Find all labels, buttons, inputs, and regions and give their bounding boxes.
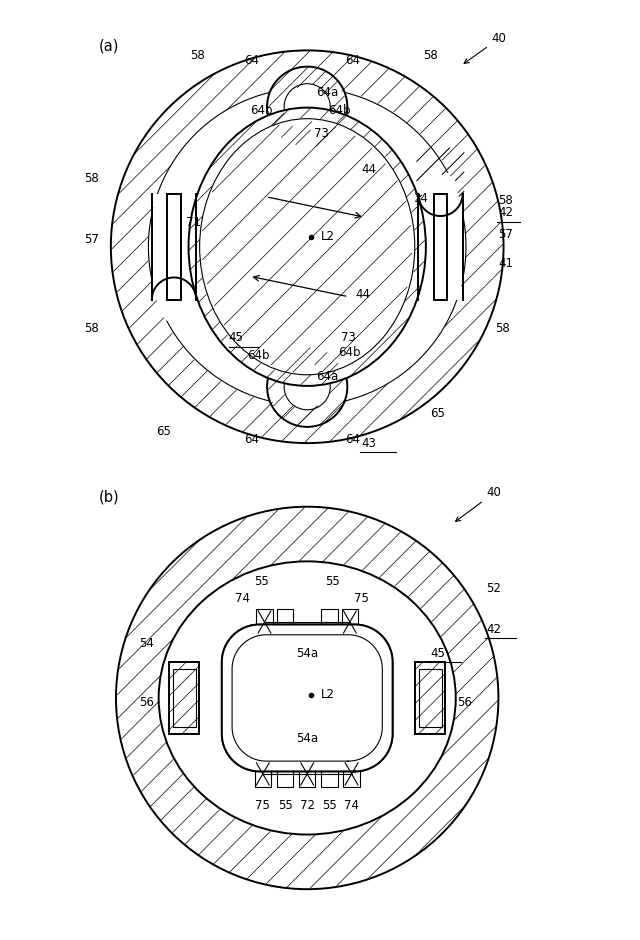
Bar — [173, 669, 196, 727]
Bar — [255, 761, 271, 787]
Text: 74: 74 — [235, 592, 250, 605]
Text: 55: 55 — [325, 575, 340, 588]
Ellipse shape — [189, 107, 426, 386]
Text: (b): (b) — [99, 490, 120, 505]
Text: 58: 58 — [423, 49, 438, 62]
Text: 41: 41 — [499, 258, 513, 270]
Text: 71: 71 — [186, 216, 202, 229]
Text: 42: 42 — [499, 206, 513, 219]
Circle shape — [148, 88, 466, 405]
Bar — [419, 669, 442, 727]
Text: (a): (a) — [99, 39, 119, 54]
Circle shape — [267, 347, 348, 427]
Text: 65: 65 — [430, 408, 445, 420]
Bar — [152, 194, 196, 300]
Text: 56: 56 — [458, 697, 472, 710]
Circle shape — [284, 364, 330, 410]
Text: L2: L2 — [321, 688, 335, 701]
Text: 42: 42 — [486, 623, 502, 636]
Text: 58: 58 — [190, 49, 205, 62]
Text: 52: 52 — [486, 582, 501, 595]
Bar — [433, 194, 447, 300]
Text: 64b: 64b — [328, 103, 350, 117]
Text: 74: 74 — [344, 799, 359, 812]
Text: 64b: 64b — [247, 350, 269, 363]
Bar — [299, 761, 316, 787]
Ellipse shape — [200, 118, 415, 375]
Text: 58: 58 — [495, 322, 510, 336]
Bar — [344, 761, 360, 787]
Circle shape — [284, 84, 330, 130]
Bar — [277, 761, 293, 787]
Circle shape — [418, 172, 463, 216]
Text: 44: 44 — [362, 164, 377, 177]
Text: 64a: 64a — [316, 370, 338, 383]
Text: 64a: 64a — [316, 86, 338, 100]
Bar — [170, 662, 199, 734]
Text: 64: 64 — [244, 433, 259, 446]
Polygon shape — [222, 624, 392, 772]
Text: 40: 40 — [456, 487, 501, 522]
Text: 64: 64 — [345, 55, 360, 67]
Text: 57: 57 — [499, 228, 513, 242]
Text: 75: 75 — [255, 799, 270, 812]
Bar — [257, 609, 273, 634]
Text: 73: 73 — [314, 128, 329, 140]
Text: 58: 58 — [84, 172, 99, 185]
Text: 64b: 64b — [338, 346, 360, 359]
Bar — [418, 194, 463, 300]
Text: 75: 75 — [355, 592, 369, 605]
Text: 57: 57 — [84, 233, 99, 246]
Text: 64: 64 — [345, 433, 360, 446]
Bar — [167, 194, 181, 300]
Bar — [321, 761, 337, 787]
Text: 55: 55 — [253, 575, 268, 588]
Text: 55: 55 — [278, 799, 292, 812]
Text: 54a: 54a — [296, 732, 318, 745]
Text: 45: 45 — [228, 331, 244, 344]
Text: 72: 72 — [300, 799, 315, 812]
Circle shape — [116, 507, 499, 889]
Bar — [321, 609, 337, 634]
Text: 45: 45 — [430, 647, 445, 660]
Text: 44: 44 — [355, 288, 370, 301]
Text: 43: 43 — [362, 436, 377, 449]
Circle shape — [152, 277, 196, 321]
Text: 64: 64 — [244, 55, 259, 67]
Text: 54a: 54a — [296, 647, 318, 660]
Circle shape — [267, 67, 348, 147]
Text: 64b: 64b — [250, 103, 273, 117]
Text: 56: 56 — [139, 697, 154, 710]
Bar — [342, 609, 358, 634]
Bar — [415, 662, 445, 734]
Text: 58: 58 — [499, 194, 513, 207]
Text: 34: 34 — [413, 193, 428, 205]
Text: 73: 73 — [341, 331, 356, 344]
Ellipse shape — [159, 561, 456, 835]
Text: 58: 58 — [84, 322, 99, 336]
Text: 55: 55 — [322, 799, 337, 812]
Text: 65: 65 — [156, 425, 171, 437]
Text: 40: 40 — [464, 32, 506, 63]
Text: L2: L2 — [321, 230, 335, 243]
Text: 54: 54 — [139, 636, 154, 650]
Circle shape — [111, 51, 504, 443]
Bar — [277, 609, 293, 634]
